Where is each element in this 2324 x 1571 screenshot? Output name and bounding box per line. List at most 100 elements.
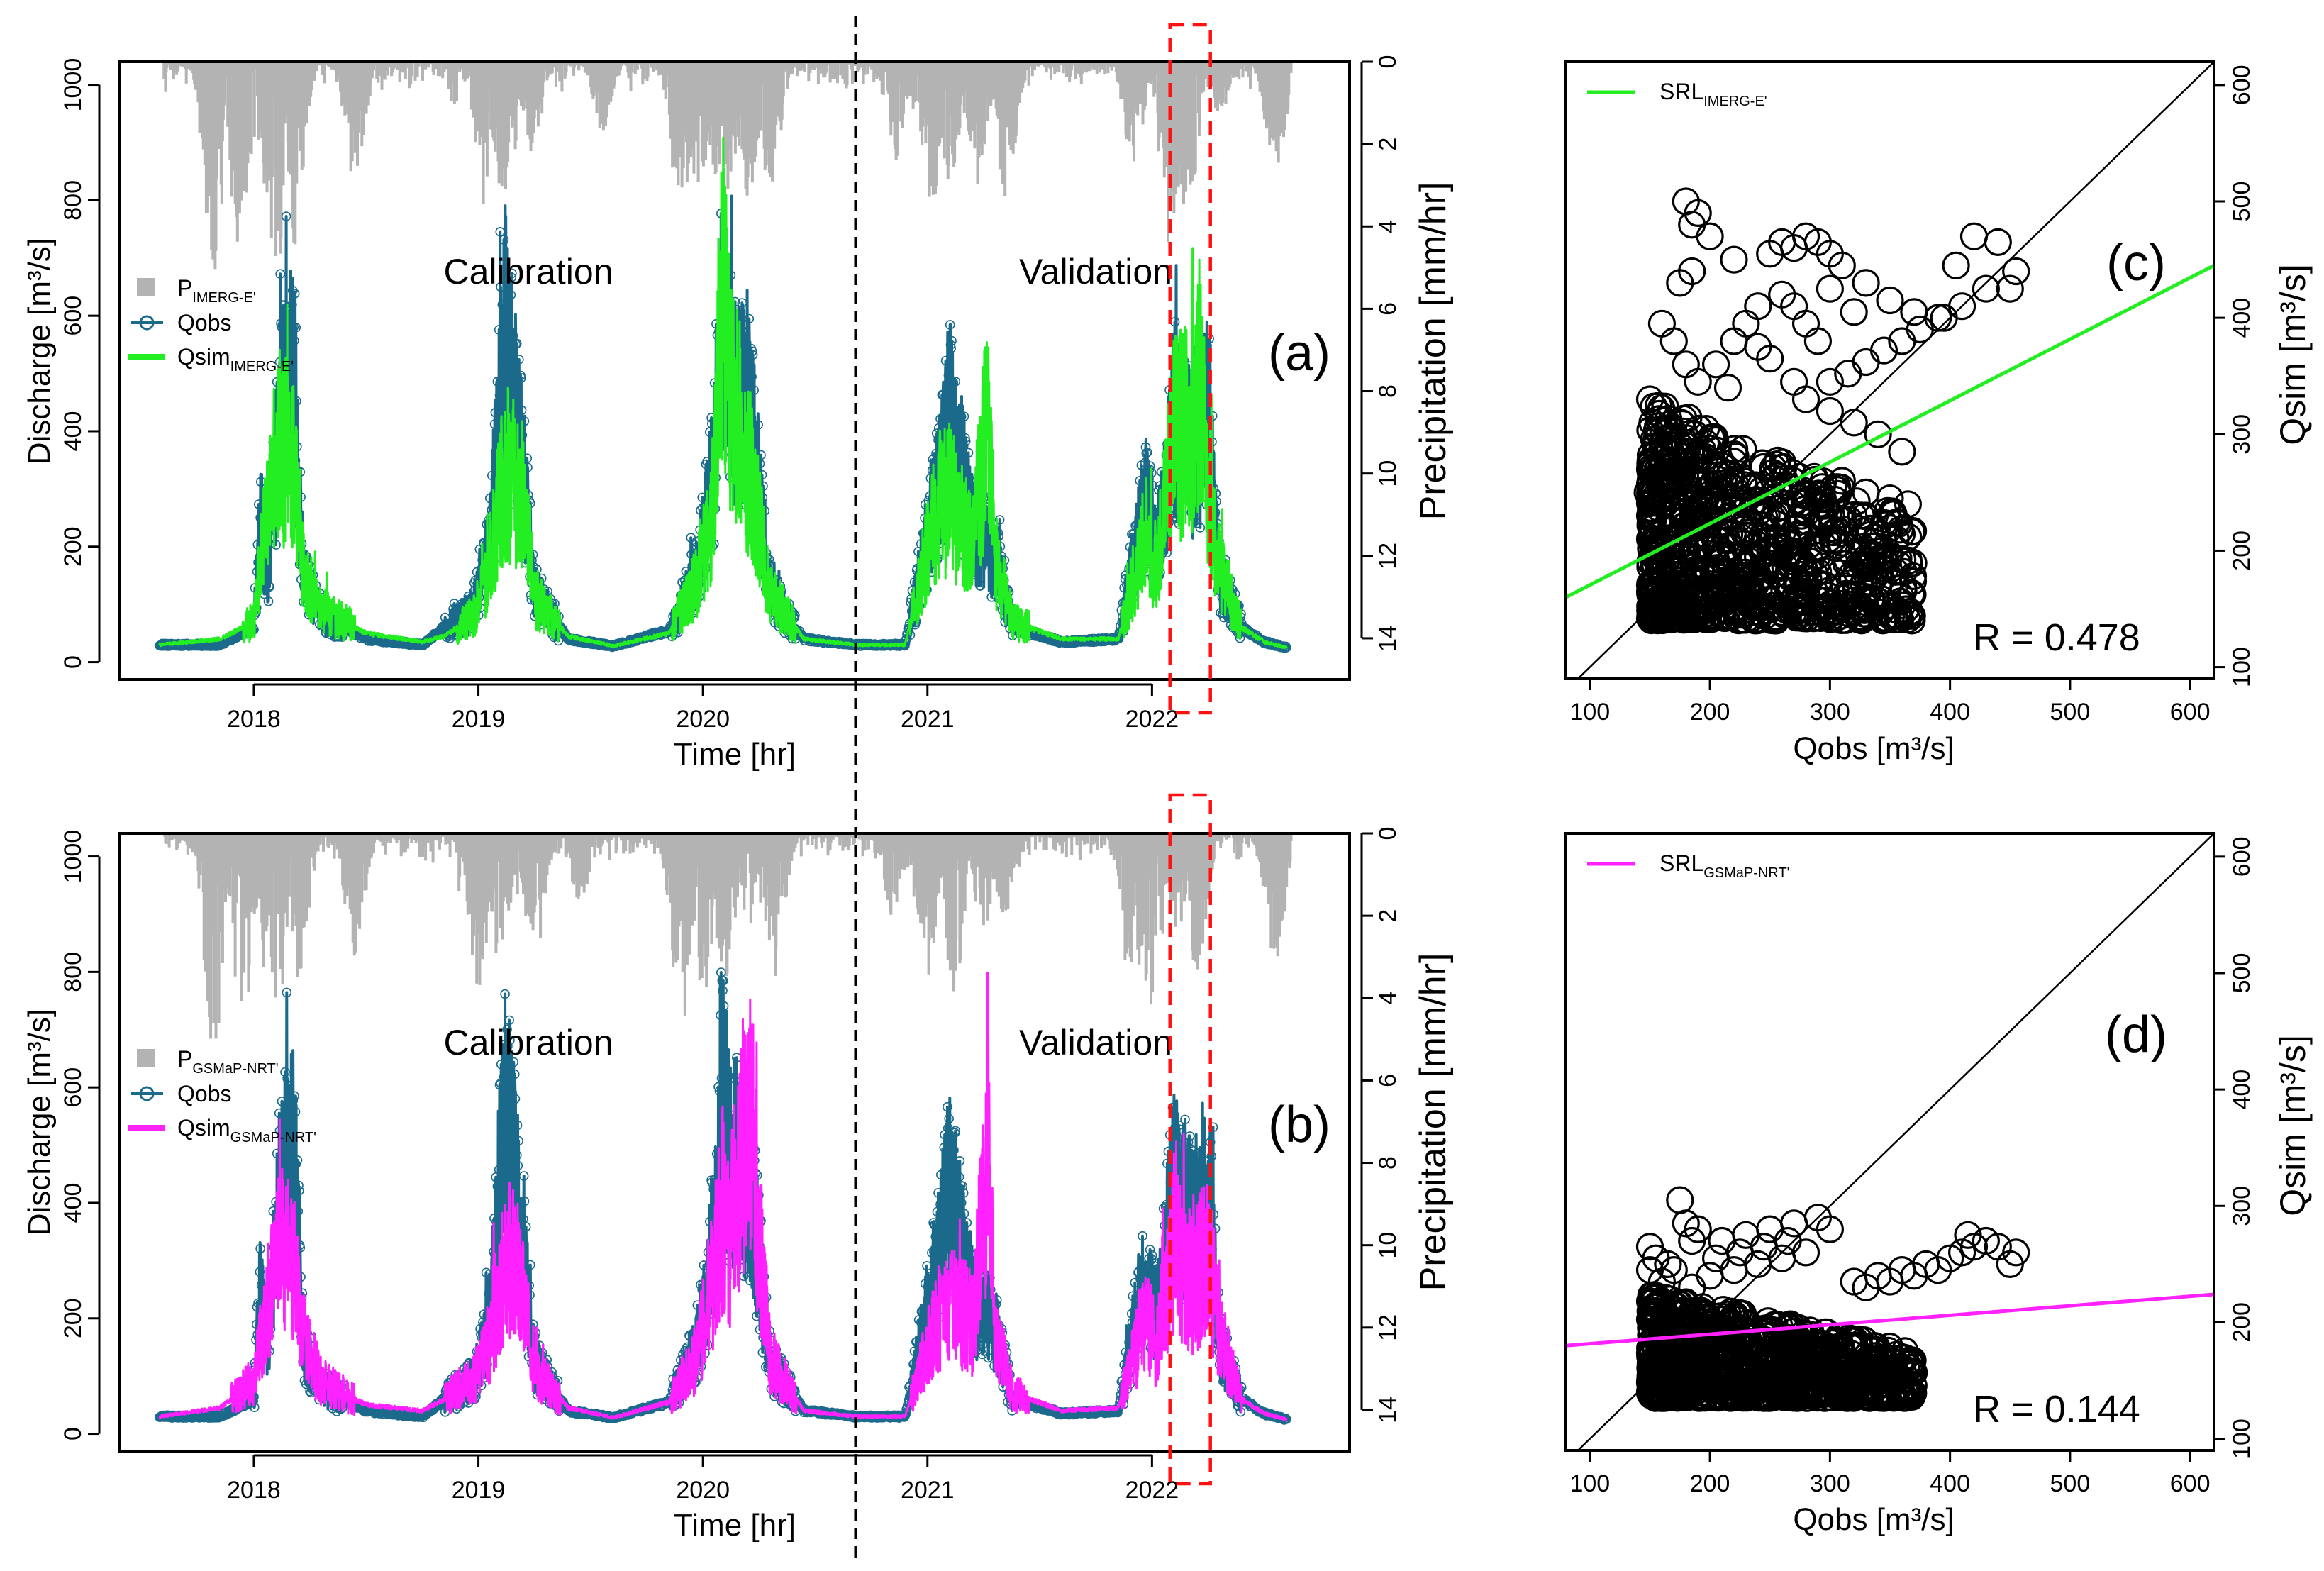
panel-b-label-calibration: Calibration [443, 1023, 613, 1062]
plot-frame [118, 60, 1351, 681]
plot-area: 0 200 400 600 800 1000 0 2 4 6 8 10 12 14 2018 2019 2020… [60, 55, 1401, 733]
panel-a-label-calibration: Calibration [443, 252, 613, 292]
tick-label: 14 [1374, 1397, 1401, 1423]
tick-label: 8 [1374, 1156, 1401, 1170]
tick-label: 300 [1810, 699, 1850, 726]
tick-label: 2021 [901, 1477, 955, 1504]
tick-label: 0 [1374, 827, 1401, 840]
right-axis: 0 2 4 6 8 10 12 14 [1360, 55, 1401, 652]
fit-line [1566, 1292, 2214, 1348]
legend-qsim-label: QsimGSMaP-NRT' [177, 1115, 316, 1145]
tick-label: 500 [2050, 699, 2091, 726]
right-axis: 0 2 4 6 8 10 12 14 [1360, 827, 1401, 1423]
tick-label: 12 [1374, 1314, 1401, 1341]
panel-a-label-validation: Validation [1019, 252, 1172, 292]
tick-label: 4 [1374, 992, 1401, 1005]
tick-label: 400 [60, 1183, 87, 1223]
panel-a-timeseries: 0 200 400 600 800 1000 0 2 4 6 8 10 12 14 2018 2019 2020… [22, 23, 1454, 772]
tick-label: 14 [1374, 625, 1401, 652]
panel-a-ylabel-right: Precipitation [mm/hr] [1413, 182, 1454, 521]
panel-d-tag: (d) [2105, 1006, 2167, 1063]
tick-label: 600 [2170, 1470, 2211, 1497]
tick-label: 8 [1374, 384, 1401, 398]
panel-a-tag: (a) [1268, 325, 1330, 382]
tick-label: 2018 [227, 706, 281, 733]
scatter-cloud [1635, 1281, 1928, 1412]
panel-c-scatter: 100 200 300 400 500 600 100 200 300 400 500 600 (c)… [1564, 60, 2313, 766]
tick-label: 100 [2228, 1419, 2255, 1459]
left-axis: 0 200 400 600 800 1000 [60, 830, 101, 1440]
legend-srl-label: SRLIMERG-E' [1659, 79, 1767, 109]
panel-c-ylabel: Qsim [m³/s] [2273, 264, 2313, 445]
left-axis: 0 200 400 600 800 1000 [60, 58, 101, 669]
panel-d-legend: SRLGSMaP-NRT' [1587, 850, 1790, 881]
series-qsim-gsmap-nrt- [158, 971, 1288, 1421]
tick-label: 200 [60, 1298, 87, 1338]
tick-label: 300 [2228, 1186, 2255, 1226]
tick-label: 4 [1374, 220, 1401, 233]
series-qsim-imerg-e- [158, 136, 1288, 650]
tick-label: 400 [1930, 1470, 1970, 1497]
panel-b-label-validation: Validation [1019, 1023, 1172, 1062]
panel-d-annotation: R = 0.144 [1973, 1388, 2140, 1431]
legend-qobs-label: Qobs [177, 1081, 231, 1106]
tick-label: 500 [2050, 1470, 2091, 1497]
panel-c-annotation: R = 0.478 [1973, 616, 2140, 659]
tick-label: 400 [60, 411, 87, 452]
panel-b-xlabel: Time [hr] [674, 1508, 796, 1543]
legend-precip-swatch [137, 278, 155, 296]
legend-precip-label: PGSMaP-NRT' [177, 1046, 279, 1077]
tick-label: 600 [60, 1067, 87, 1108]
panel-c-legend: SRLIMERG-E' [1587, 79, 1767, 109]
tick-label: 400 [1930, 699, 1970, 726]
tick-label: 600 [60, 296, 87, 336]
series-line [158, 971, 1288, 1421]
plot-frame [118, 832, 1351, 1453]
plot-content [1566, 833, 2214, 1450]
series-line [158, 136, 1288, 650]
panel-b-legend: PGSMaP-NRT' Qobs QsimGSMaP-NRT' [128, 1046, 316, 1145]
panel-b-tag: (b) [1268, 1097, 1330, 1153]
tick-label: 2019 [452, 706, 506, 733]
tick-label: 600 [2170, 699, 2211, 726]
tick-label: 0 [60, 655, 87, 669]
bottom-axis: 2018 2019 2020 2021 2022 [227, 1454, 1179, 1504]
panel-a-legend: PIMERG-E' Qobs QsimIMERG-E' [128, 275, 294, 374]
tick-label: 100 [1569, 1470, 1610, 1497]
tick-label: 500 [2228, 953, 2255, 994]
panel-c-xlabel: Qobs [m³/s] [1793, 731, 1954, 766]
tick-label: 2 [1374, 138, 1401, 151]
panel-a-xlabel: Time [hr] [674, 737, 796, 772]
legend-precip-swatch [137, 1049, 155, 1067]
tick-label: 800 [60, 180, 87, 221]
scatter-points [1633, 187, 2030, 553]
legend-srl-label: SRLGSMaP-NRT' [1659, 850, 1790, 881]
tick-label: 300 [1810, 1470, 1850, 1497]
tick-label: 100 [2228, 647, 2255, 687]
panel-b-timeseries: 0 200 400 600 800 1000 0 2 4 6 8 10 12 14 2018 2019 2020… [22, 793, 1454, 1543]
tick-label: 1000 [60, 830, 87, 884]
tick-label: 300 [2228, 414, 2255, 455]
bottom-axis: 100 200 300 400 500 600 [1569, 677, 2211, 726]
tick-label: 0 [60, 1427, 87, 1440]
scatter-cloud [1635, 392, 1928, 635]
tick-label: 600 [2228, 65, 2255, 105]
bottom-axis: 100 200 300 400 500 600 [1569, 1449, 2211, 1497]
legend-qobs-marker [139, 315, 155, 331]
right-axis: 100 200 300 400 500 600 [2213, 65, 2255, 687]
plot-content [1566, 62, 2214, 679]
tick-label: 1000 [60, 58, 87, 112]
panel-c-tag: (c) [2106, 235, 2166, 292]
tick-label: 6 [1374, 1074, 1401, 1087]
tick-label: 2019 [452, 1477, 506, 1504]
fit-line [1566, 264, 2214, 599]
panel-b-ylabel-left: Discharge [m³/s] [22, 1009, 57, 1236]
legend-qobs-marker [139, 1086, 155, 1101]
tick-label: 800 [60, 952, 87, 992]
tick-label: 0 [1374, 55, 1401, 69]
tick-label: 400 [2228, 1070, 2255, 1110]
legend-precip-label: PIMERG-E' [177, 275, 256, 306]
panel-d-xlabel: Qobs [m³/s] [1793, 1502, 1954, 1537]
tick-label: 2022 [1125, 706, 1179, 733]
